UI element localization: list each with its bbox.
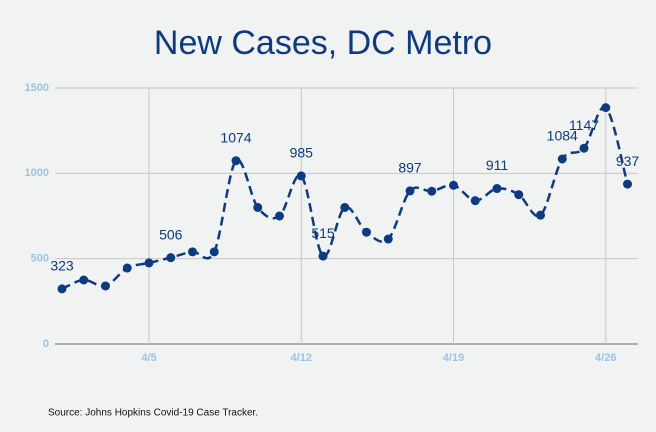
point xyxy=(362,227,371,237)
point xyxy=(296,171,306,181)
point xyxy=(166,253,176,263)
point xyxy=(449,180,458,190)
point xyxy=(340,202,350,212)
point xyxy=(209,247,219,257)
point xyxy=(427,186,437,196)
y-tick-label: 0 xyxy=(43,338,49,350)
x-tick-label: 4/5 xyxy=(141,352,156,364)
x-tick-label: 4/12 xyxy=(291,352,312,364)
data-label: 937 xyxy=(616,153,640,169)
point xyxy=(188,247,197,257)
x-tick-label: 4/19 xyxy=(443,352,464,364)
data-label: 897 xyxy=(398,160,422,176)
point xyxy=(470,196,480,206)
data-label: 911 xyxy=(486,157,509,173)
source-note: Source: Johns Hopkins Covid-19 Case Trac… xyxy=(48,408,258,419)
point xyxy=(579,143,589,153)
point xyxy=(101,281,110,291)
data-label: 1074 xyxy=(220,129,251,145)
data-label: 506 xyxy=(159,226,183,242)
point xyxy=(122,263,132,273)
point xyxy=(253,202,263,212)
point xyxy=(557,154,567,164)
point xyxy=(601,103,611,113)
y-tick-label: 500 xyxy=(31,253,49,265)
point xyxy=(514,190,524,200)
point xyxy=(536,210,545,220)
point xyxy=(383,234,393,244)
point xyxy=(79,275,89,285)
data-label: 515 xyxy=(311,225,335,241)
point xyxy=(231,156,241,166)
data-label: 323 xyxy=(50,258,74,274)
y-tick-label: 1000 xyxy=(25,167,49,179)
point xyxy=(144,258,154,268)
data-label: 1147 xyxy=(569,117,599,133)
point xyxy=(57,284,67,294)
point xyxy=(405,186,415,196)
x-tick-label: 4/26 xyxy=(595,352,616,364)
chart-title: New Cases, DC Metro xyxy=(154,24,492,62)
y-tick-label: 1500 xyxy=(25,82,49,94)
data-label: 985 xyxy=(290,145,314,161)
data-label: 1084 xyxy=(547,128,578,144)
point xyxy=(318,251,328,261)
point xyxy=(275,211,284,221)
point xyxy=(492,184,502,194)
point xyxy=(623,179,632,189)
